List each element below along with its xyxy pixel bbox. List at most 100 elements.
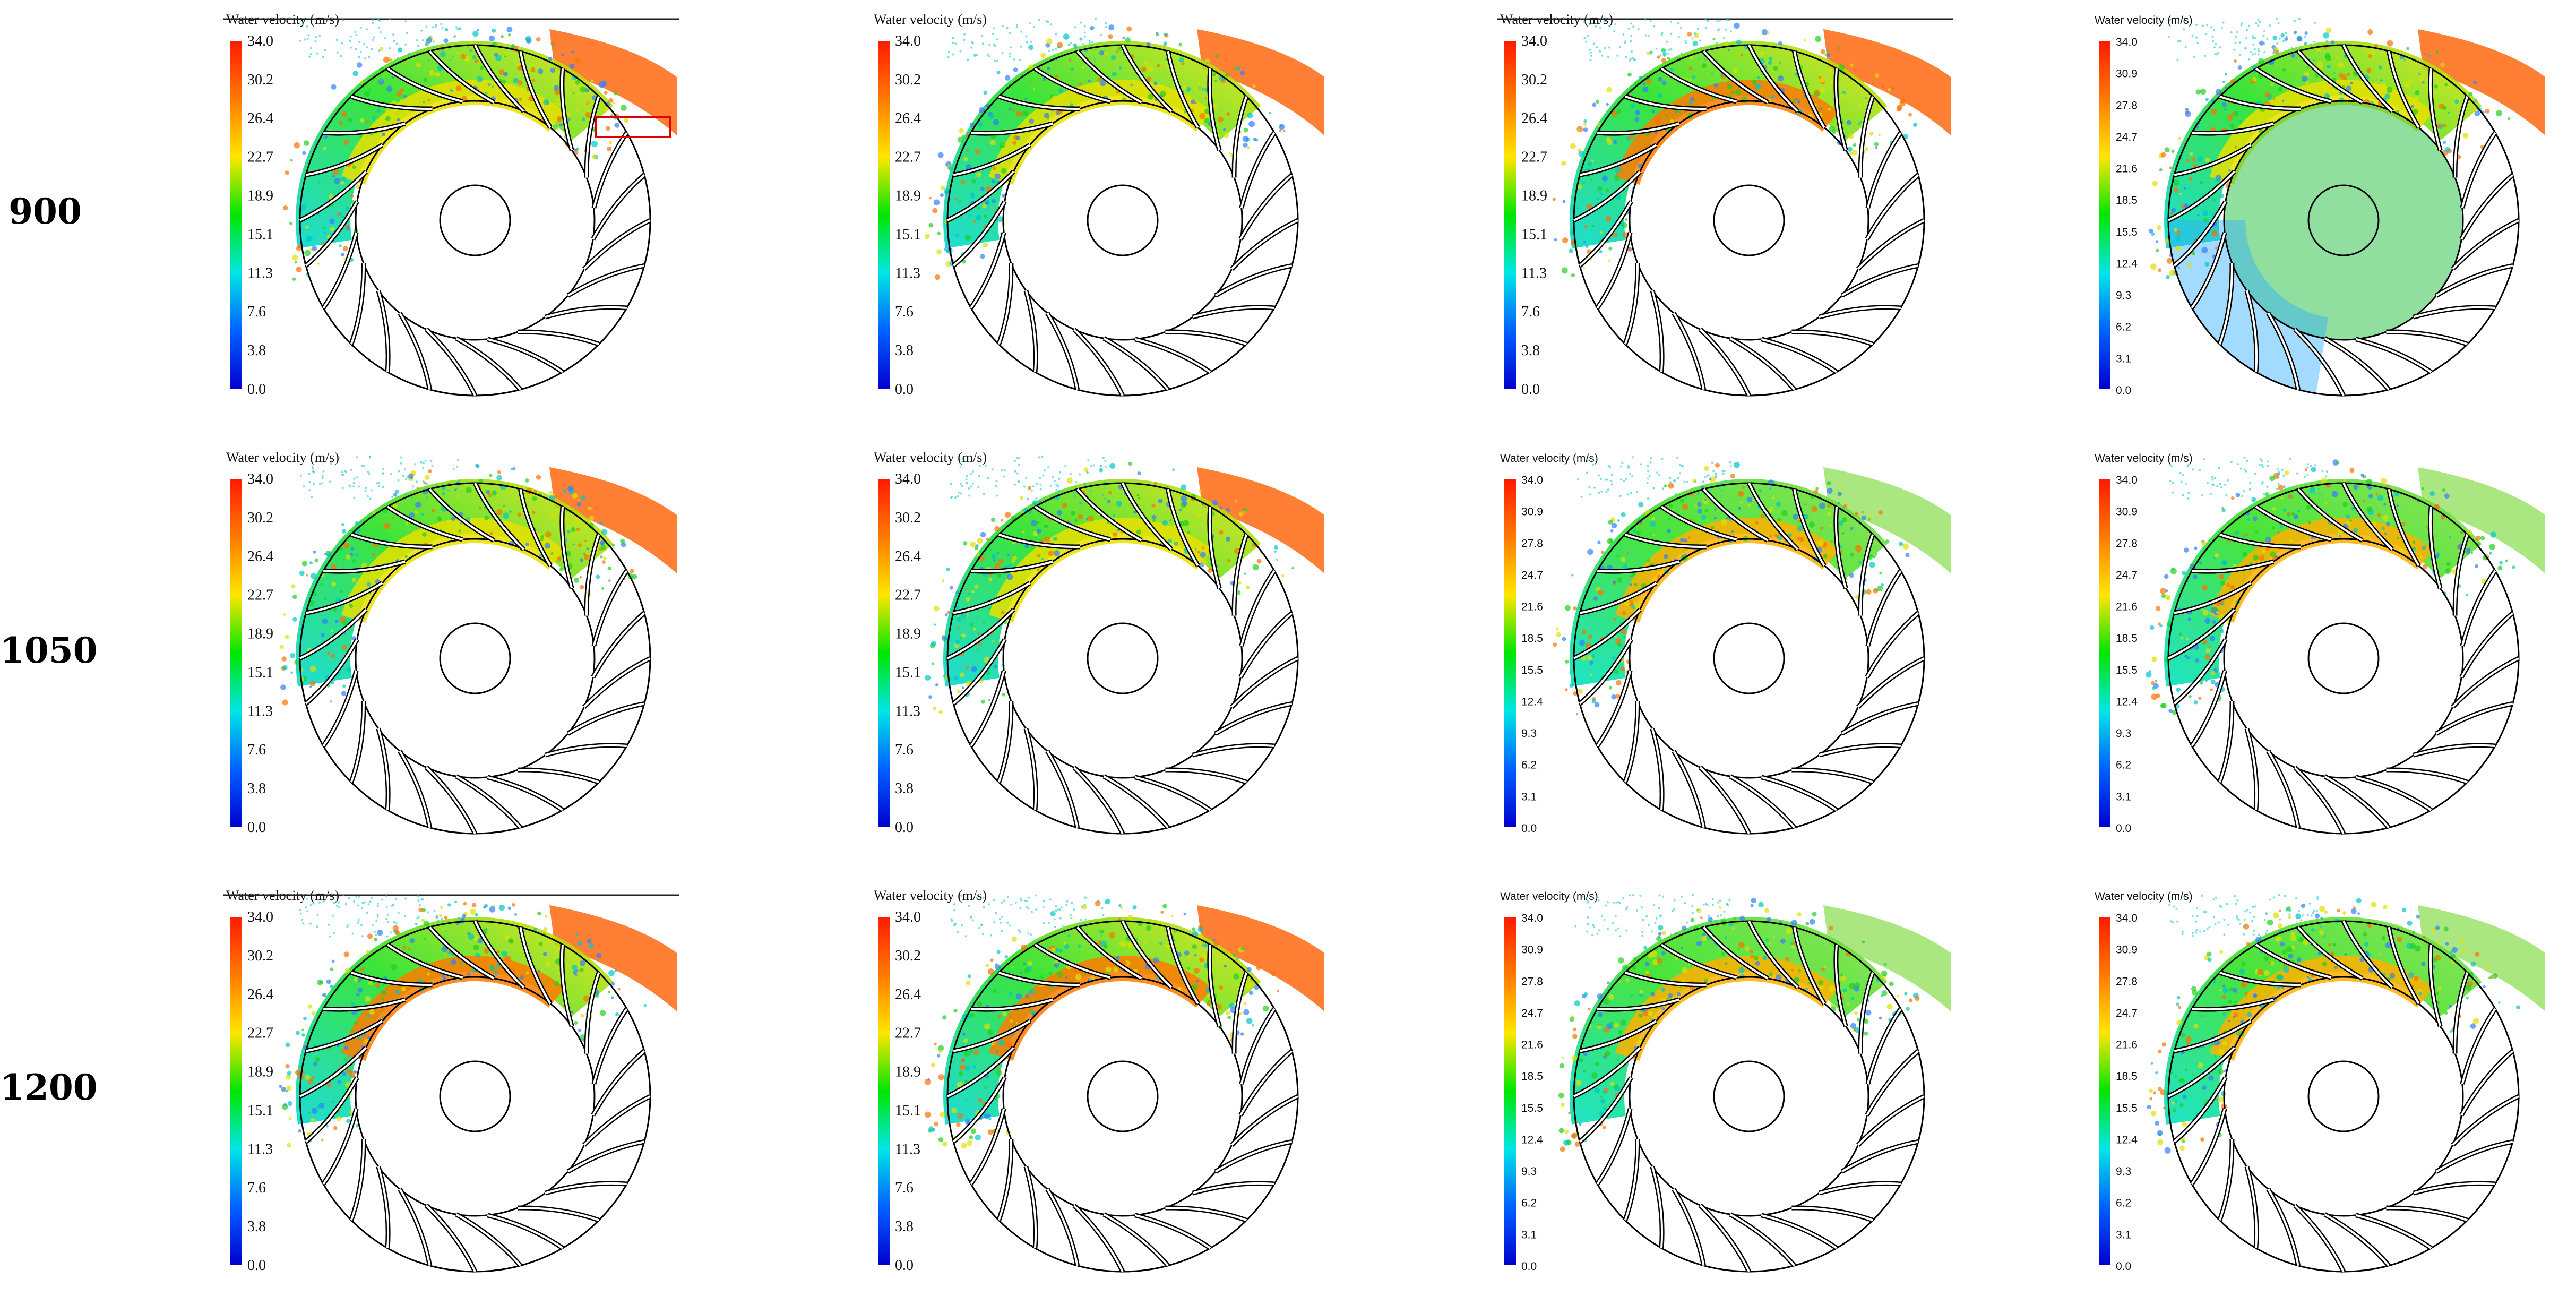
runner-shaft — [439, 622, 511, 694]
velocity-panel-r2c4: Water velocity (m/s) 34.0 30.9 27.8 24.7 21.6… — [2091, 446, 2576, 875]
colorbar-tick-label: 7.6 — [247, 304, 266, 320]
colorbar-tick-label: 11.3 — [895, 265, 920, 281]
runner-shaft — [1713, 184, 1785, 256]
colorbar — [878, 917, 890, 1265]
colorbar-tick-label: 11.3 — [247, 1141, 273, 1157]
colorbar-tick-label: 9.3 — [2116, 289, 2131, 302]
nozzle-jet — [549, 905, 677, 1011]
colorbar-tick-label: 30.2 — [247, 72, 273, 88]
colorbar — [2099, 917, 2110, 1265]
colorbar-tick-label: 34.0 — [1521, 912, 1543, 924]
colorbar-tick-label: 18.9 — [895, 626, 921, 642]
colorbar-tick-label: 12.4 — [2116, 1134, 2138, 1146]
runner-blades — [2167, 482, 2520, 835]
colorbar-tick-label: 0.0 — [2116, 384, 2131, 397]
colorbar-tick-label: 22.7 — [1521, 149, 1547, 166]
colorbar-tick-label: 30.9 — [2116, 68, 2138, 80]
colorbar-tick-label: 18.9 — [247, 188, 273, 204]
colorbar-tick-label: 11.3 — [1521, 265, 1547, 281]
velocity-plot-r2c2: Water velocity (m/s) 34.0 30.2 26.4 22.7 18.9… — [874, 450, 1324, 836]
colorbar-tick-label: 27.8 — [2116, 99, 2138, 111]
colorbar-tick-label: 34.0 — [247, 33, 273, 49]
colorbar-tick-label: 34.0 — [1521, 33, 1547, 49]
colorbar-tick-label: 27.8 — [1521, 537, 1543, 550]
colorbar-tick-label: 34.0 — [895, 33, 921, 49]
colorbar-tick-label: 6.2 — [2116, 1197, 2131, 1209]
colorbar-tick-label: 15.1 — [247, 226, 273, 243]
velocity-panel-r2c1: Water velocity (m/s) 34.0 30.2 26.4 22.7 18.9… — [223, 446, 867, 875]
runner-inner-rim — [2223, 976, 2464, 1217]
water-droplets — [283, 18, 629, 281]
colorbar-tick-label: 0.0 — [1521, 822, 1537, 835]
colorbar-tick-label: 21.6 — [2116, 163, 2138, 175]
velocity-plot-r2c1: Water velocity (m/s) 34.0 30.2 26.4 22.7 18.9… — [226, 450, 677, 836]
colorbar-tick-label: 18.9 — [895, 188, 921, 204]
colorbar-tick-label: 15.1 — [895, 664, 921, 681]
row-label-900: 900 — [8, 191, 82, 232]
colorbar-tick-label: 34.0 — [2116, 912, 2138, 924]
runner-inner-rim — [2223, 538, 2464, 779]
runner-shaft — [1713, 1060, 1785, 1132]
runner-shaft — [1087, 622, 1159, 694]
turbine-runner — [1553, 456, 1951, 835]
colorbar-tick-label: 22.7 — [895, 1025, 921, 1042]
blade-passage-flow — [1570, 479, 1888, 686]
runner-inner-rim — [1002, 976, 1243, 1217]
colorbar-tick-label: 0.0 — [247, 1257, 266, 1274]
colorbar-tick-label: 11.3 — [895, 1141, 920, 1157]
runner-shaft — [1087, 1060, 1159, 1132]
colorbar-tick-label: 34.0 — [895, 471, 921, 487]
velocity-plot-r1c1: Water velocity (m/s)34.030.226.422.718.9… — [223, 12, 679, 398]
velocity-panel-r2c3: Water velocity (m/s) 34.0 30.9 27.8 24.7 21.6… — [1497, 446, 2141, 875]
colorbar-tick-label: 34.0 — [1521, 474, 1543, 486]
colorbar-tick-label: 24.7 — [2116, 131, 2138, 143]
runner-blades — [299, 920, 651, 1273]
velocity-plot-r2c4: Water velocity (m/s) 34.0 30.9 27.8 24.7 21.6… — [2095, 452, 2545, 835]
nozzle-jet — [1823, 29, 1951, 135]
nozzle-jet — [2418, 29, 2545, 135]
colorbar-tick-label: 3.8 — [1521, 342, 1540, 359]
colorbar-tick-label: 15.1 — [1521, 226, 1547, 243]
runner-blades — [2167, 44, 2520, 397]
runner-blades — [946, 920, 1299, 1273]
water-droplets — [2145, 456, 2515, 715]
colorbar-tick-label: 15.5 — [1521, 664, 1543, 676]
blade-passage-flow — [943, 479, 1261, 686]
runner-shaft — [2307, 622, 2380, 694]
colorbar-tick-label: 34.0 — [2116, 474, 2138, 486]
colorbar-tick-label: 24.7 — [1521, 569, 1543, 581]
colorbar-tick-label: 7.6 — [247, 1180, 266, 1196]
colorbar-tick-label: 24.7 — [2116, 569, 2138, 581]
colorbar-tick-label: 22.7 — [895, 587, 921, 604]
velocity-plot-r1c2: Water velocity (m/s) 34.0 30.2 26.4 22.7 18.9… — [874, 12, 1324, 398]
runner-blades — [1573, 44, 1925, 397]
colorbar — [1504, 917, 1516, 1265]
runner-blades — [1573, 482, 1925, 835]
runner-inner-rim — [2223, 100, 2464, 341]
colorbar-tick-label: 15.5 — [2116, 226, 2138, 238]
colorbar-tick-label: 3.8 — [247, 1218, 266, 1235]
colorbar-tick-label: 27.8 — [2116, 975, 2138, 988]
colorbar-tick-label: 3.1 — [2116, 353, 2131, 365]
runner-inner-rim — [1629, 976, 1869, 1217]
nozzle-jet — [2418, 905, 2545, 1011]
colorbar — [2099, 479, 2110, 827]
colorbar — [878, 479, 890, 827]
colorbar-tick-label: 24.7 — [2116, 1007, 2138, 1019]
runner-inner-rim — [355, 100, 596, 341]
turbine-runner — [2148, 18, 2545, 397]
velocity-plot-r3c1: Water velocity (m/s)34.030.226.422.718.9… — [223, 888, 679, 1274]
turbine-runner — [1552, 18, 1951, 397]
colorbar-tick-label: 15.5 — [2116, 1102, 2138, 1114]
colorbar-tick-label: 12.4 — [2116, 258, 2138, 270]
runner-inner-rim — [1002, 100, 1243, 341]
colorbar-tick-label: 0.0 — [895, 381, 914, 398]
turbine-runner — [2147, 894, 2545, 1273]
turbine-runner — [279, 894, 677, 1273]
nozzle-jet — [1823, 905, 1951, 1011]
colorbar-tick-label: 34.0 — [895, 909, 921, 925]
velocity-plot-r3c3: Water velocity (m/s) 34.0 30.9 27.8 24.7 21.6… — [1500, 890, 1951, 1273]
blade-passage-flow — [296, 479, 614, 686]
colorbar-tick-label: 12.4 — [2116, 696, 2138, 708]
colorbar-tick-label: 26.4 — [895, 986, 921, 1003]
